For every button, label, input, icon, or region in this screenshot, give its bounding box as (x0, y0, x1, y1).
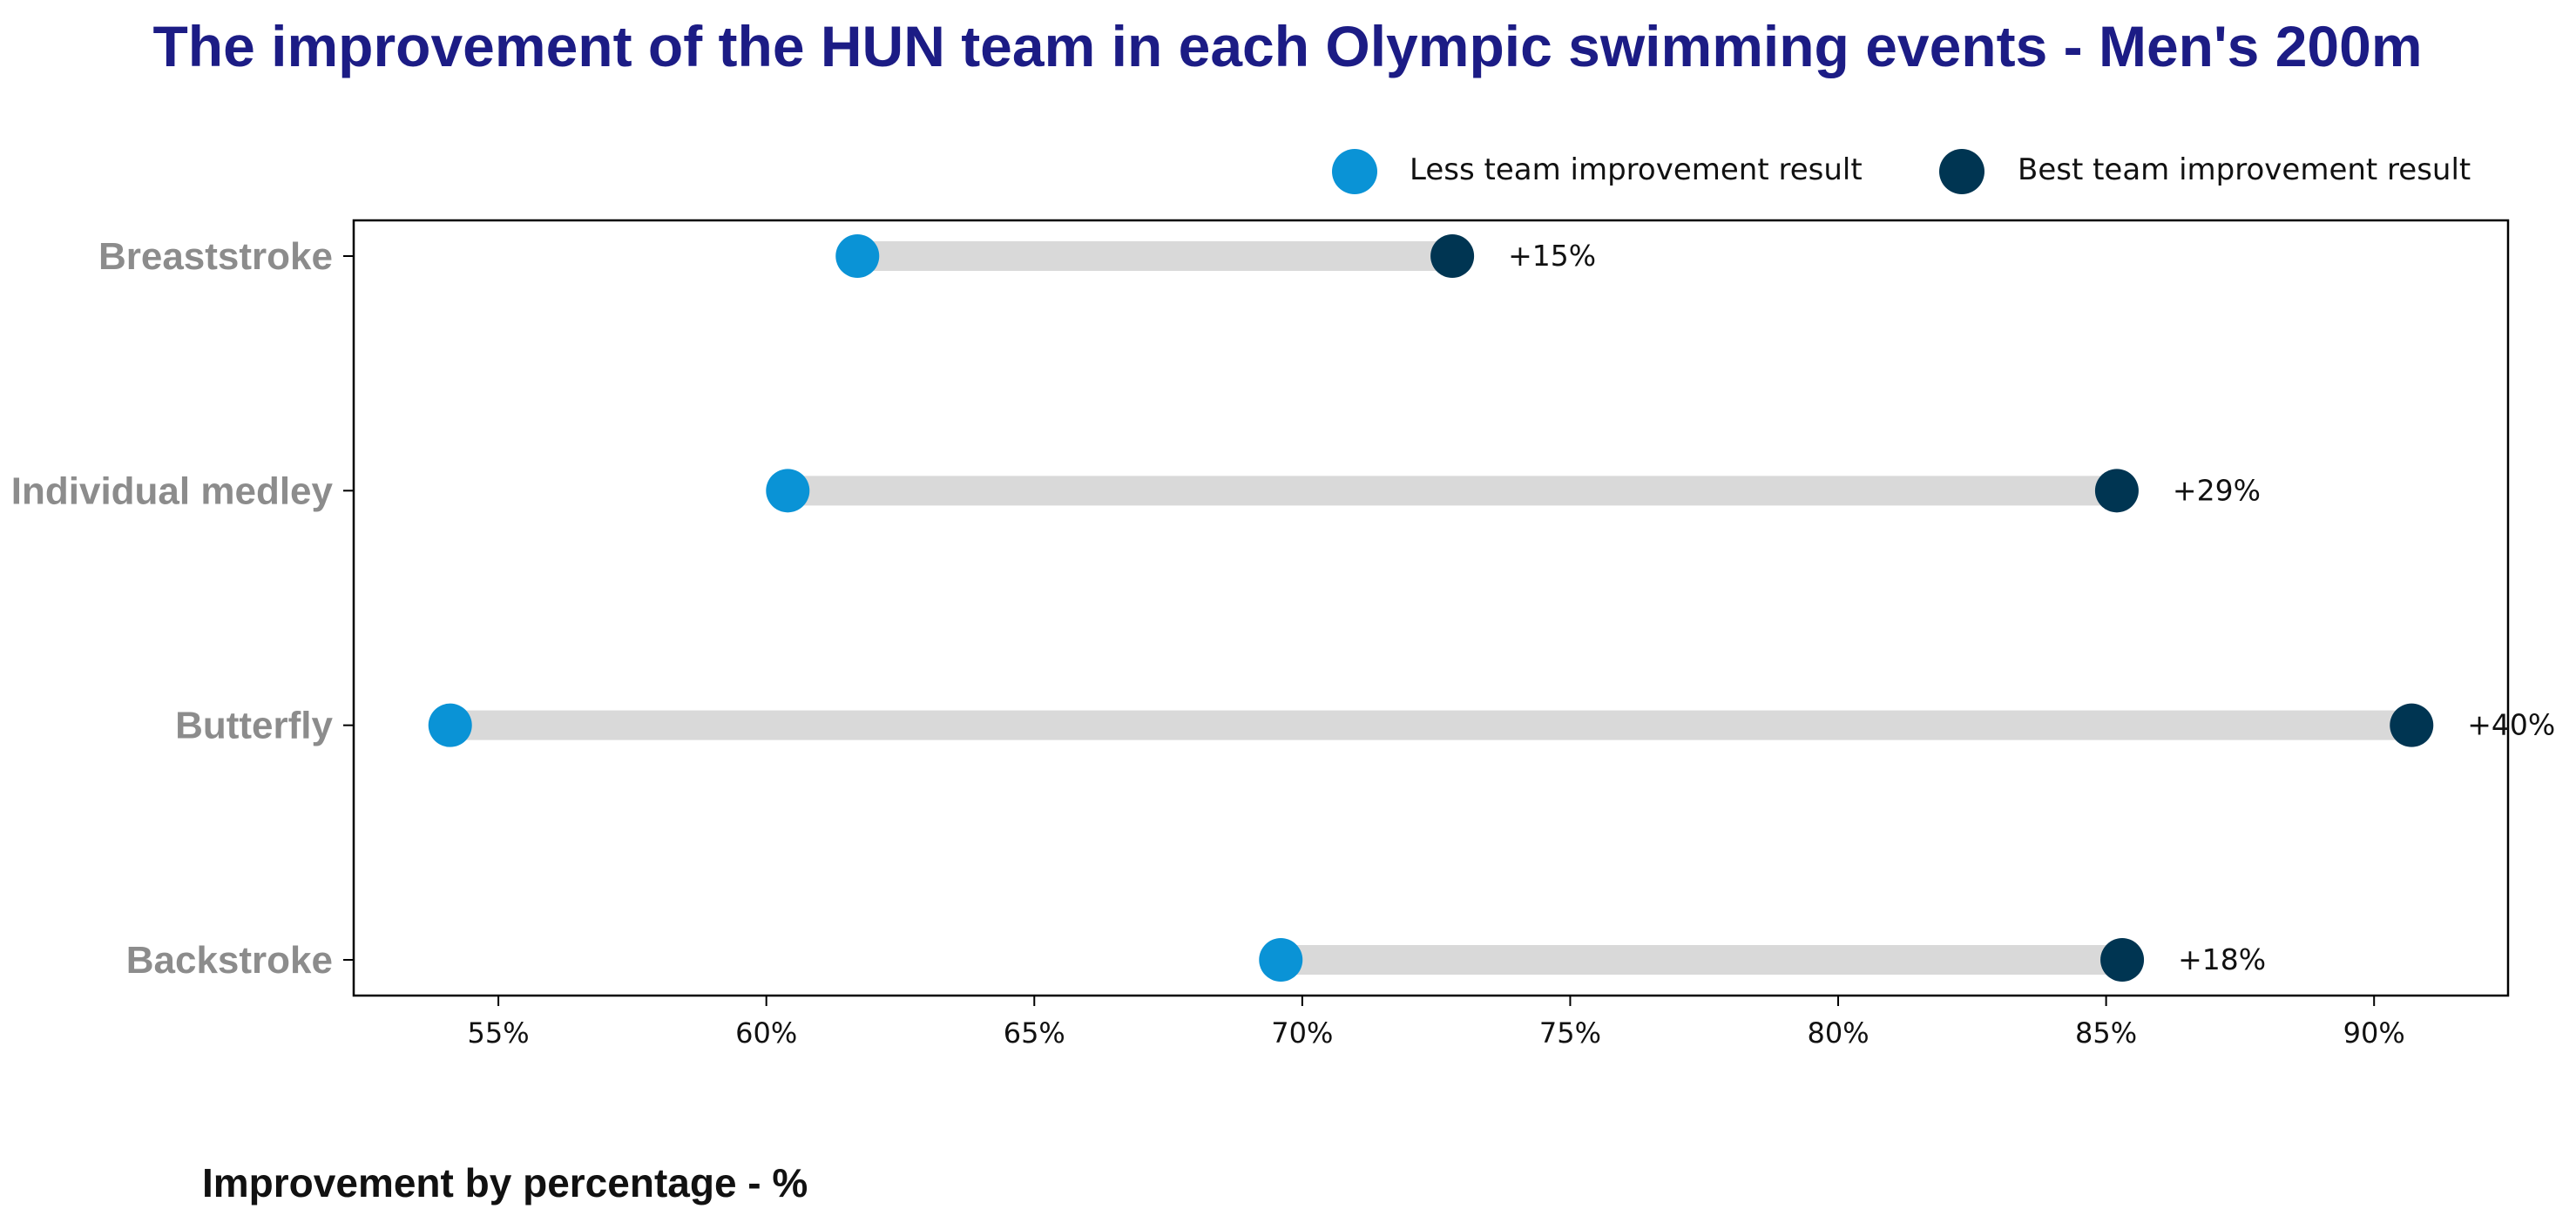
category-label: Breaststroke (98, 235, 333, 278)
legend-label-best: Best team improvement result (2018, 152, 2471, 187)
x-tick-label: 85% (2075, 1016, 2137, 1050)
point-best-result (2094, 469, 2139, 513)
category-label: Butterfly (175, 705, 333, 747)
x-tick-label: 55% (468, 1016, 530, 1050)
difference-label: +29% (2173, 473, 2261, 507)
x-axis-label: Improvement by percentage - % (202, 1160, 808, 1205)
legend-label-less: Less team improvement result (1410, 152, 1863, 187)
point-less-result (835, 234, 880, 278)
legend: Less team improvement result Best team i… (1332, 149, 2471, 194)
x-tick-label: 75% (1539, 1016, 1601, 1050)
point-less-result (766, 469, 810, 513)
point-less-result (428, 703, 472, 747)
x-tick-label: 70% (1271, 1016, 1333, 1050)
category-label: Individual medley (11, 469, 334, 512)
legend-marker-less (1332, 149, 1377, 194)
x-tick-label: 65% (1004, 1016, 1065, 1050)
connectors-layer (450, 241, 2412, 975)
difference-label: +40% (2467, 708, 2555, 742)
difference-labels-layer: +15% +29% +40% +18% (1508, 239, 2555, 976)
point-best-result (1430, 234, 1475, 278)
category-label: Backstroke (126, 939, 333, 982)
y-axis: Breaststroke Individual medley Butterfly Ba… (11, 235, 354, 982)
x-tick-label: 60% (735, 1016, 797, 1050)
x-tick-label: 80% (1807, 1016, 1869, 1050)
plot-area-frame (352, 219, 2510, 997)
chart-title: The improvement of the HUN team in each … (152, 14, 2422, 78)
point-less-result (1259, 938, 1303, 982)
difference-label: +15% (1508, 239, 1596, 273)
legend-marker-best (1939, 149, 1984, 194)
point-best-result (2390, 703, 2434, 747)
points-layer (428, 234, 2434, 982)
x-axis: 55% 60% 65% 70% 75% 80% 85% 90% (468, 996, 2405, 1050)
x-tick-label: 90% (2343, 1016, 2405, 1050)
difference-label: +18% (2178, 942, 2266, 976)
point-best-result (2100, 938, 2145, 982)
